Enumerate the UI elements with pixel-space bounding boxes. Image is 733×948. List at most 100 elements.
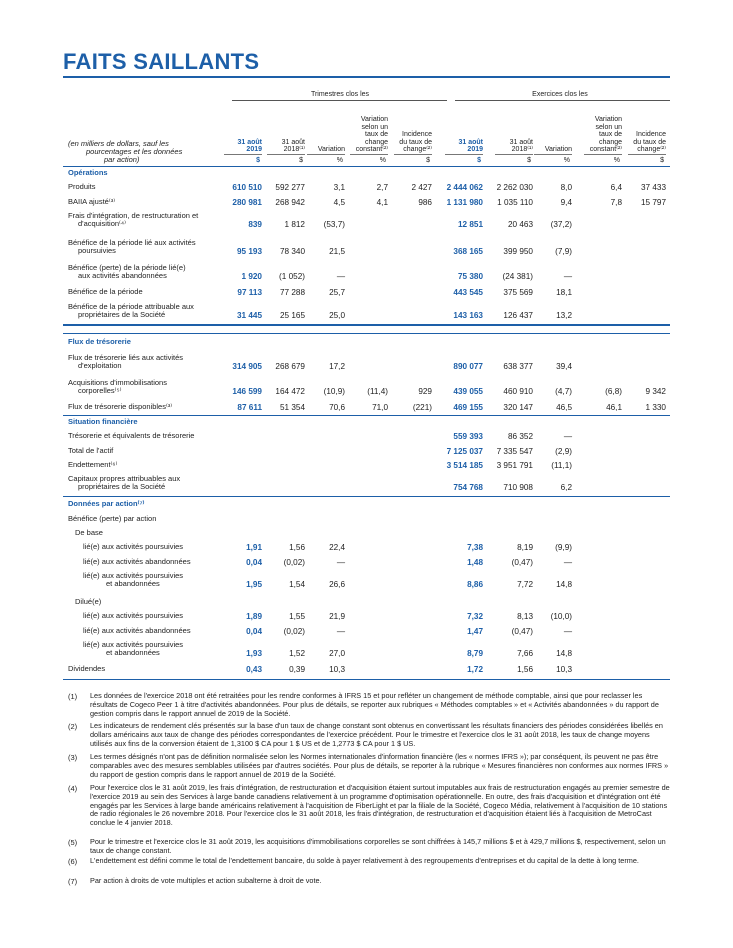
- footnote-text: L'endettement est défini comme le total …: [90, 856, 639, 865]
- col-var-const-header: constant⁽²⁾: [589, 146, 622, 154]
- cell-produits-y-3: 6,4: [610, 183, 622, 192]
- col-2019-header: 31 août: [237, 138, 262, 146]
- cell-dividendes-q-2: 10,3: [329, 665, 345, 674]
- row-label-actif: Total de l'actif: [68, 446, 114, 455]
- header-underline: [307, 154, 345, 155]
- cell-b_tot-q-0: 1,95: [246, 580, 262, 589]
- cell-produits-q-1: 592 277: [275, 183, 305, 192]
- header-underline: [350, 154, 388, 155]
- cell-flux_dispo-y-0: 469 155: [453, 403, 483, 412]
- row-label-dilue: Dilué(e): [75, 597, 102, 606]
- cell-actif-y-0: 7 125 037: [446, 447, 483, 456]
- cell-produits-y-2: 8,0: [560, 183, 572, 192]
- cell-actif-y-1: 7 335 547: [496, 447, 533, 456]
- header-rule: [63, 166, 670, 167]
- cell-dividendes-y-2: 10,3: [556, 665, 572, 674]
- col-incidence-header: Incidence: [402, 131, 432, 139]
- row-label-benef_pours: Bénéfice de la période lié aux activités: [68, 238, 196, 247]
- row-label-benef_attrib: propriétaires de la Société: [78, 310, 166, 319]
- cell-acq_immo-y-1: 460 910: [503, 387, 533, 396]
- cell-flux_dispo-q-3: 71,0: [372, 403, 388, 412]
- cell-acq_immo-q-1: 164 472: [275, 387, 305, 396]
- cell-acq_immo-q-3: (11,4): [367, 387, 388, 396]
- cell-d_aband-q-2: —: [336, 627, 345, 636]
- header-underline: [495, 154, 533, 155]
- cell-d_aband-y-1: (0,47): [511, 627, 533, 636]
- row-label-frais: Frais d'intégration, de restructuration …: [68, 211, 199, 220]
- cell-dividendes-y-0: 1,72: [467, 665, 483, 674]
- col-var-const-header: constant⁽²⁾: [355, 146, 388, 154]
- row-label-acq_immo: Acquisitions d'immobilisations: [68, 378, 167, 387]
- cell-benef_aband-y-2: —: [563, 272, 572, 281]
- row-label-flux_expl: d'exploitation: [78, 361, 122, 370]
- unit-note: pourcentages et les données: [86, 147, 183, 156]
- cell-baiia-y-0: 1 131 980: [446, 198, 483, 207]
- group-quarter-line: [232, 100, 447, 101]
- cell-acq_immo-q-0: 146 599: [232, 387, 262, 396]
- cell-treso-y-2: —: [563, 432, 572, 441]
- unit-label: $: [299, 157, 303, 164]
- cell-d_aband-q-1: (0,02): [283, 627, 305, 636]
- footnote-number: (2): [68, 722, 78, 731]
- unit-label: $: [527, 157, 531, 164]
- row-label-endet: Endettement⁽⁶⁾: [68, 460, 118, 469]
- cell-benef_aband-y-1: (24 381): [502, 272, 534, 281]
- cell-benef_attrib-y-1: 126 437: [503, 311, 533, 320]
- col-var-const-header: taux de: [599, 131, 622, 139]
- section-operations: Opérations: [68, 168, 108, 177]
- cell-produits-q-2: 3,1: [333, 183, 345, 192]
- cell-frais-q-2: (53,7): [323, 220, 345, 229]
- cell-b_aband-q-0: 0,04: [246, 558, 262, 567]
- cell-flux_expl-q-0: 314 905: [232, 362, 262, 371]
- col-2019-header: 31 août: [458, 138, 483, 146]
- col-var-const-header: change: [365, 138, 388, 146]
- header-underline: [534, 154, 572, 155]
- cell-baiia-y-1: 1 035 110: [497, 198, 533, 207]
- header-underline: [267, 154, 305, 155]
- cell-treso-y-0: 559 393: [453, 432, 483, 441]
- cell-benef_attrib-y-0: 143 163: [453, 311, 483, 320]
- unit-label: %: [336, 157, 343, 164]
- cell-benef_aband-q-2: —: [336, 272, 345, 281]
- cell-d_tot-q-0: 1,93: [246, 649, 262, 658]
- col-incidence-header: change⁽²⁾: [637, 146, 666, 154]
- col-var-const-header: selon un: [361, 123, 388, 131]
- cell-flux_expl-q-1: 268 679: [275, 362, 305, 371]
- row-label-frais: d'acquisition⁽⁴⁾: [78, 219, 126, 228]
- row-label-benef_pours: poursuivies: [78, 246, 116, 255]
- cell-d_aband-y-2: —: [563, 627, 572, 636]
- footnote-text: Les termes désignés n'ont pas de définit…: [90, 752, 669, 779]
- cell-capitaux-y-0: 754 768: [453, 483, 483, 492]
- footnote-text: Les données de l'exercice 2018 ont été r…: [90, 691, 659, 718]
- cell-b_pours-q-2: 22,4: [329, 543, 345, 552]
- cell-d_pours-y-2: (10,0): [550, 612, 572, 621]
- row-label-baiia: BAIIA ajusté⁽³⁾: [68, 197, 116, 206]
- cell-benef_aband-q-0: 1 920: [241, 272, 263, 281]
- unit-label: $: [426, 157, 430, 164]
- cell-acq_immo-y-2: (4,7): [555, 387, 572, 396]
- cell-frais-y-1: 20 463: [507, 220, 533, 229]
- cell-treso-y-1: 86 352: [507, 432, 533, 441]
- cell-d_tot-y-1: 7,66: [517, 649, 533, 658]
- cell-d_tot-y-0: 8,79: [467, 649, 483, 658]
- cell-produits-y-4: 37 433: [640, 183, 666, 192]
- footnote-text: Les indicateurs de rendement clés présen…: [90, 721, 663, 748]
- cell-benef_pours-q-2: 21,5: [329, 247, 345, 256]
- cell-b_tot-y-0: 8,86: [467, 580, 483, 589]
- footnote-text: Par action à droits de vote multiples et…: [90, 876, 322, 885]
- unit-label: $: [256, 157, 260, 164]
- row-label-d_tot: lié(e) aux activités poursuivies: [83, 640, 184, 649]
- section-rule: [63, 324, 670, 326]
- cell-baiia-y-4: 15 797: [640, 198, 666, 207]
- cell-endet-y-1: 3 951 791: [496, 461, 533, 470]
- cell-b_tot-y-2: 14,8: [556, 580, 572, 589]
- cell-flux_dispo-y-3: 46,1: [606, 403, 622, 412]
- cell-d_pours-q-1: 1,55: [289, 612, 305, 621]
- row-label-dividendes: Dividendes: [68, 664, 106, 673]
- row-label-flux_expl: Flux de trésorerie liés aux activités: [68, 353, 184, 362]
- footnote-number: (3): [68, 753, 78, 762]
- cell-flux_dispo-q-1: 51 354: [279, 403, 305, 412]
- cell-produits-q-4: 2 427: [411, 183, 433, 192]
- cell-benef_attrib-q-1: 25 165: [279, 311, 305, 320]
- header-underline: [628, 154, 666, 155]
